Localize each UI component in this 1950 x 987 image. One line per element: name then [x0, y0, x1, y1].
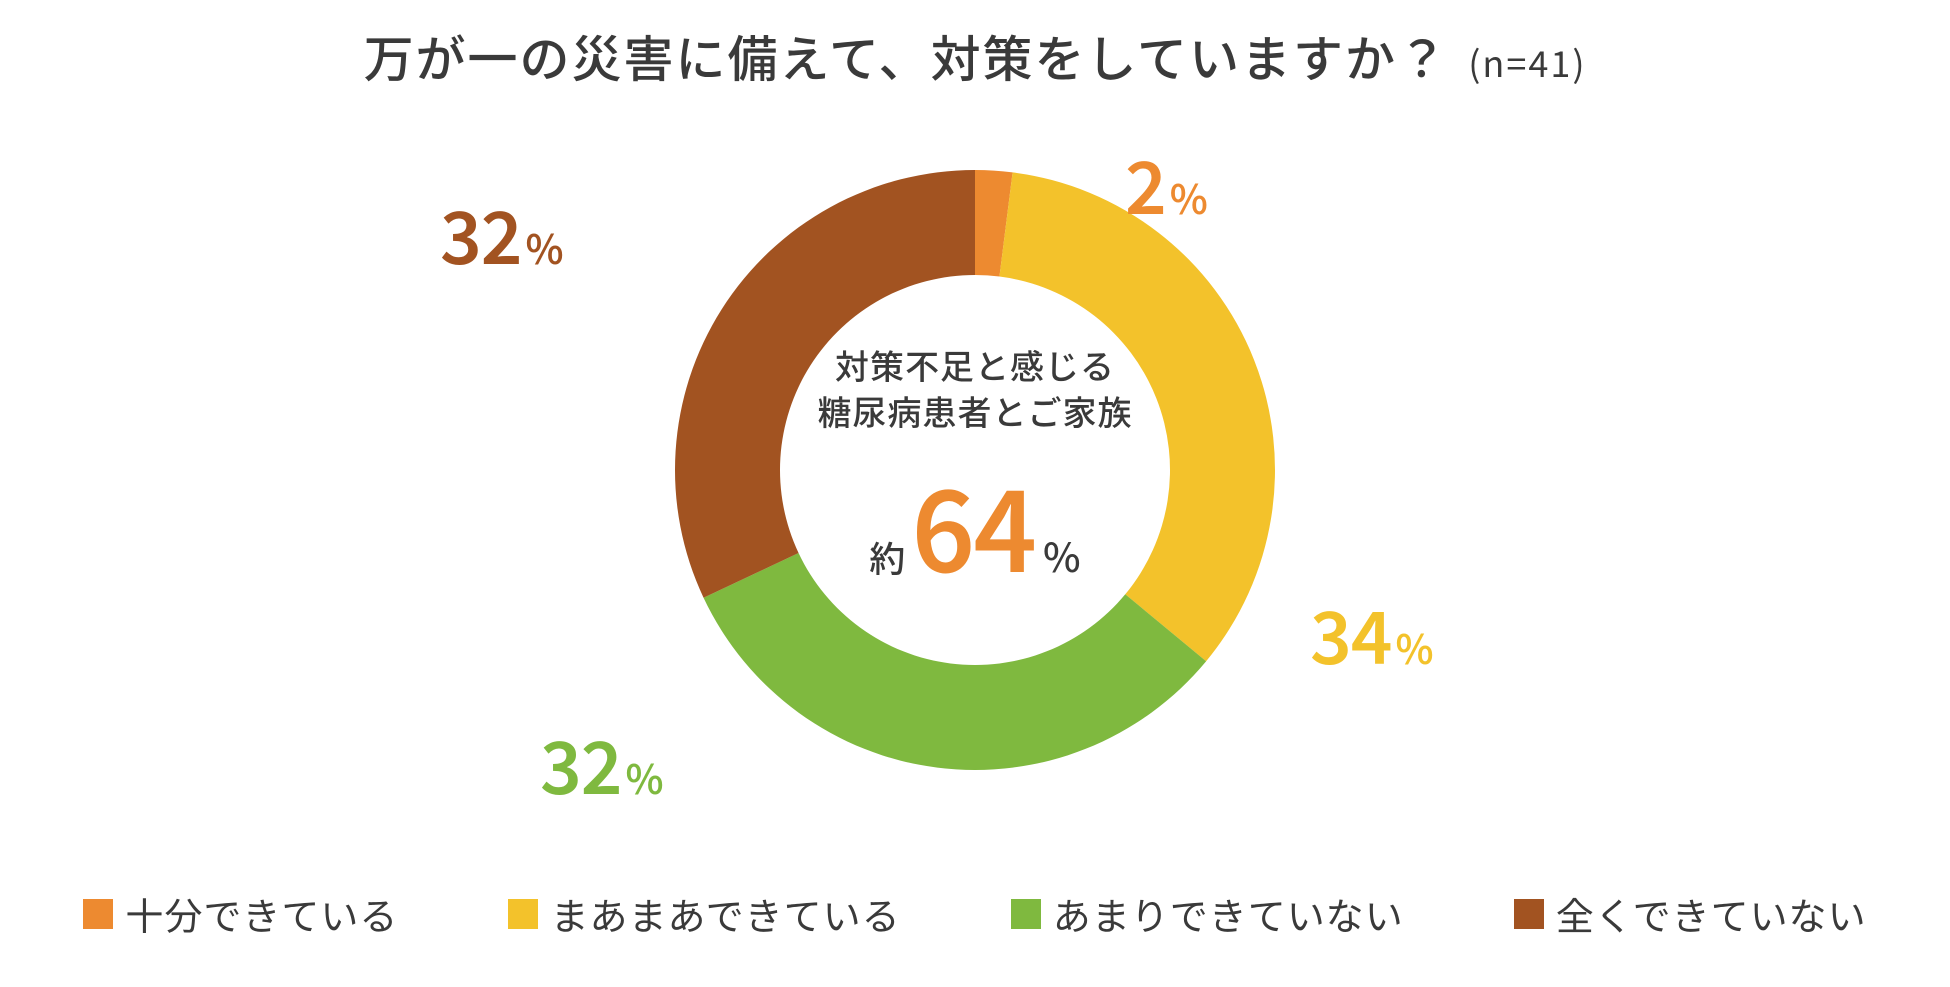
center-line-2: 糖尿病患者とご家族 [775, 388, 1175, 434]
center-prefix: 約 [869, 531, 905, 583]
percent-number: 34 [1310, 580, 1392, 685]
percent-unit: % [1396, 618, 1434, 676]
title-sample: (n=41) [1468, 36, 1586, 88]
donut-center-text: 対策不足と感じる 糖尿病患者とご家族 約64% [775, 342, 1175, 598]
legend-item-moderate: まあまあできている [508, 886, 900, 941]
center-unit: % [1043, 526, 1081, 584]
percent-label-moderate: 34% [1310, 580, 1434, 685]
percent-unit: % [626, 748, 664, 806]
percent-unit: % [526, 218, 564, 276]
legend-item-not_much: あまりできていない [1011, 886, 1404, 941]
percent-label-not_much: 32% [540, 710, 664, 815]
legend-swatch [1514, 899, 1544, 929]
legend-item-sufficient: 十分できている [83, 886, 398, 941]
legend-label: 全くできていない [1556, 886, 1867, 941]
center-number: 64 [911, 444, 1035, 604]
title-main: 万が一の災害に備えて、対策をしていますか？ [364, 20, 1450, 92]
percent-label-sufficient: 2% [1125, 130, 1208, 235]
percent-label-not_at_all: 32% [440, 180, 564, 285]
legend-swatch [508, 899, 538, 929]
percent-number: 32 [540, 710, 622, 815]
legend-label: 十分できている [125, 886, 398, 941]
legend-swatch [1011, 899, 1041, 929]
percent-number: 32 [440, 180, 522, 285]
donut-chart: 対策不足と感じる 糖尿病患者とご家族 約64% [665, 160, 1285, 780]
legend-swatch [83, 899, 113, 929]
legend-item-not_at_all: 全くできていない [1514, 886, 1867, 941]
percent-number: 2 [1125, 130, 1166, 235]
center-big-number: 約64% [775, 450, 1175, 599]
chart-canvas: 万が一の災害に備えて、対策をしていますか？ (n=41) 対策不足と感じる 糖尿… [0, 0, 1950, 987]
center-line-1: 対策不足と感じる [775, 342, 1175, 388]
legend: 十分できている まあまあできている あまりできていない 全くできていない [0, 886, 1950, 941]
legend-label: まあまあできている [550, 886, 900, 941]
percent-unit: % [1170, 168, 1208, 226]
chart-title: 万が一の災害に備えて、対策をしていますか？ (n=41) [0, 20, 1950, 92]
legend-label: あまりできていない [1053, 886, 1404, 941]
